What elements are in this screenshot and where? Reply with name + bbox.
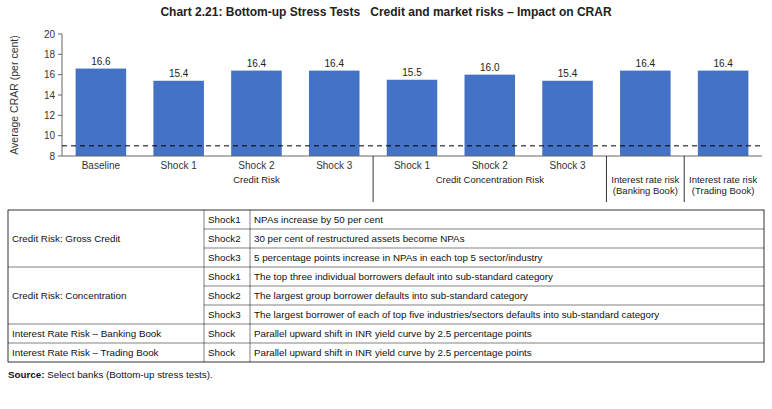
y-tick	[58, 74, 62, 75]
table-border	[8, 210, 764, 362]
group-label-line: Interest rate risk	[611, 174, 679, 185]
group-label: Interest rate risk(Banking Book)	[611, 174, 679, 196]
table-group-label: Interest Rate Risk – Trading Book	[12, 347, 159, 358]
bar	[620, 71, 671, 156]
y-tick-label: 16	[44, 69, 56, 80]
y-tick	[58, 115, 62, 116]
group-label-line: Credit Concentration Risk	[436, 174, 544, 185]
table-cell: Shock	[208, 347, 235, 358]
x-tick-label: Shock 3	[549, 160, 586, 171]
table-cell: Shock2	[208, 233, 241, 244]
data-label: 15.4	[558, 68, 578, 79]
x-tick-label: Baseline	[82, 160, 121, 171]
table-cell: Parallel upward shift in INR yield curve…	[254, 347, 532, 358]
table-cell: NPAs increase by 50 per cent	[254, 214, 383, 225]
y-tick	[58, 135, 62, 136]
table-group-label: Credit Risk: Gross Credit	[12, 233, 121, 244]
table-cell: Shock2	[208, 290, 241, 301]
bar	[153, 81, 204, 156]
data-label: 15.4	[169, 68, 189, 79]
x-tick-label: Shock 2	[238, 160, 275, 171]
y-tick-label: 8	[49, 151, 55, 162]
bar	[387, 80, 438, 156]
table-row-line	[204, 229, 764, 230]
y-tick	[58, 95, 62, 96]
bar	[465, 75, 516, 156]
bar	[76, 69, 127, 156]
y-tick-label: 12	[44, 110, 56, 121]
table-group-line	[8, 267, 764, 268]
bar	[698, 71, 749, 156]
chart: Chart 2.21: Bottom-up Stress Tests Credi…	[0, 0, 772, 409]
data-label: 16.6	[91, 56, 111, 67]
bar	[542, 81, 593, 156]
table-cell: The largest group borrower defaults into…	[254, 290, 528, 301]
table-cell: The top three individual borrowers defau…	[254, 271, 553, 282]
table-cell: Shock	[208, 328, 235, 339]
group-label-line: (Banking Book)	[613, 185, 678, 196]
table-cell: Shock1	[208, 271, 241, 282]
source-text: Select banks (Bottom-up stress tests).	[47, 369, 213, 380]
data-label: 16.4	[713, 58, 733, 69]
table: Credit Risk: Gross Credit Shock1 NPAs incr…	[8, 210, 764, 362]
bars	[76, 69, 749, 156]
y-tick	[58, 34, 62, 35]
table-group-label: Interest Rate Risk – Banking Book	[12, 328, 161, 339]
data-label: 15.5	[402, 67, 422, 78]
x-axis-line	[62, 156, 762, 157]
group-separator	[373, 156, 374, 202]
y-axis-line	[62, 34, 63, 156]
x-tick-label: Shock 2	[472, 160, 509, 171]
group-label: Interest rate risk(Trading Book)	[689, 174, 757, 196]
y-tick	[58, 156, 62, 157]
table-cell: Shock3	[208, 252, 241, 263]
group-label: Credit Risk	[233, 174, 280, 185]
table-row-line	[204, 248, 764, 249]
table-cell: Shock3	[208, 309, 241, 320]
bar	[231, 71, 282, 156]
data-label: 16.4	[636, 58, 656, 69]
y-tick-label: 20	[44, 29, 56, 40]
group-separator	[684, 156, 685, 202]
table-row-line	[204, 305, 764, 306]
table-group-line	[8, 343, 764, 344]
data-label: 16.4	[247, 58, 267, 69]
table-cell: Shock1	[208, 214, 241, 225]
source-label: Source:	[8, 369, 47, 380]
table-cell: 30 per cent of restructured assets becom…	[254, 233, 465, 244]
table-row-line	[204, 286, 764, 287]
group-separator	[606, 156, 607, 202]
group-label-line: Interest rate risk	[689, 174, 757, 185]
reference-line	[62, 145, 762, 146]
x-tick-label: Shock 3	[316, 160, 353, 171]
y-axis: 8 10 12 14 16 18 20	[44, 29, 62, 162]
y-axis-label: Average CRAR (per cent)	[8, 35, 20, 154]
x-axis: Baseline Shock 1 Shock 2 Shock 3 Shock 1 Shoc…	[62, 156, 762, 202]
group-label-line: (Trading Book)	[692, 185, 754, 196]
table-cell: 5 percentage points increase in NPAs in …	[254, 252, 543, 263]
x-tick-label: Shock 1	[394, 160, 431, 171]
data-label: 16.0	[480, 62, 500, 73]
table-cell: The largest borrower of each of top five…	[254, 309, 659, 320]
bar	[309, 71, 360, 156]
y-tick-label: 10	[44, 130, 56, 141]
y-tick-label: 14	[44, 90, 56, 101]
group-label-line: Credit Risk	[233, 174, 280, 185]
group-label: Credit Concentration Risk	[436, 174, 544, 185]
title: Chart 2.21: Bottom-up Stress Tests Credi…	[160, 5, 612, 19]
table-cell: Parallel upward shift in INR yield curve…	[254, 328, 532, 339]
data-label: 16.4	[324, 58, 344, 69]
y-tick	[58, 54, 62, 55]
source: Source: Select banks (Bottom-up stress t…	[8, 369, 213, 380]
y-tick-label: 18	[44, 49, 56, 60]
table-group-line	[8, 324, 764, 325]
x-tick-label: Shock 1	[161, 160, 198, 171]
table-group-label: Credit Risk: Concentration	[12, 290, 126, 301]
